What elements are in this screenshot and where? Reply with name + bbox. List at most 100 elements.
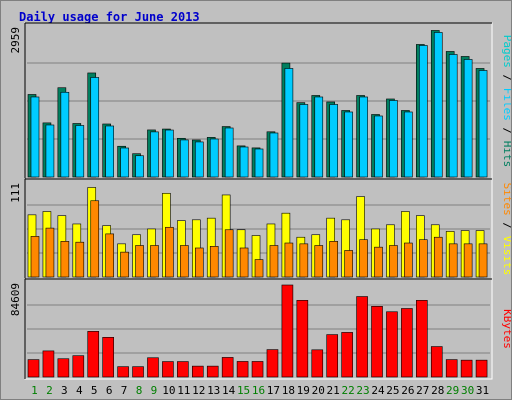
- sites-bar: [60, 241, 70, 278]
- files-bar: [224, 127, 234, 178]
- kbytes-bar: [311, 349, 324, 378]
- kbytes-bar: [221, 357, 234, 378]
- day-label: 1: [31, 384, 38, 397]
- sites-bar: [269, 245, 279, 278]
- day-label: 20: [312, 384, 325, 397]
- sites-bar: [404, 242, 413, 278]
- kbytes-bar: [341, 332, 353, 378]
- right-label-top-part: /: [501, 121, 511, 141]
- sites-bar: [135, 245, 144, 278]
- day-label: 23: [356, 384, 369, 397]
- day-label: 18: [282, 384, 295, 397]
- day-label: 31: [476, 384, 489, 397]
- sites-bar: [150, 245, 159, 278]
- kbytes-bar: [281, 284, 294, 378]
- right-label-top-part: Pages: [501, 35, 511, 68]
- sites-bar: [105, 233, 114, 278]
- kbytes-bar: [386, 311, 398, 378]
- kbytes-bar: [147, 357, 159, 378]
- kbytes-bar: [236, 361, 249, 378]
- files-bar: [75, 125, 85, 178]
- sites-bar: [224, 229, 234, 278]
- day-label: 12: [192, 384, 205, 397]
- sites-bar: [209, 246, 219, 278]
- day-label: 3: [61, 384, 68, 397]
- kbytes-bar: [206, 365, 219, 378]
- files-bar: [135, 155, 144, 178]
- day-label: 19: [297, 384, 310, 397]
- files-bar: [329, 104, 339, 178]
- sites-bar: [30, 236, 40, 278]
- sites-bar: [254, 259, 264, 278]
- kbytes-bar: [191, 365, 204, 378]
- day-label: 22: [341, 384, 354, 397]
- sites-bar: [433, 236, 443, 278]
- right-label-middle-part: Sites: [501, 183, 511, 216]
- files-bar: [254, 148, 264, 178]
- sites-bar: [180, 245, 189, 278]
- kbytes-bar: [162, 361, 174, 378]
- sites-bar: [120, 251, 129, 278]
- day-label: 2: [46, 384, 53, 397]
- files-bar: [374, 115, 383, 178]
- files-bar: [299, 104, 309, 178]
- kbytes-bar: [132, 366, 144, 378]
- right-label-top-part: Hits: [501, 141, 511, 168]
- kbytes-bar: [266, 349, 279, 378]
- right-label-middle-part: /: [501, 216, 511, 236]
- files-bar: [448, 54, 458, 178]
- files-bar: [60, 91, 70, 178]
- right-label-top: Pages / Files / Hits: [501, 35, 511, 168]
- kbytes-bar: [356, 296, 368, 378]
- sites-bar: [314, 245, 324, 278]
- day-label: 25: [386, 384, 399, 397]
- files-bar: [105, 125, 114, 178]
- right-label-middle: Sites / Visits: [501, 183, 511, 276]
- files-bar: [239, 146, 249, 178]
- files-bar: [463, 59, 473, 178]
- day-label: 29: [446, 384, 459, 397]
- kbytes-bar: [401, 308, 413, 378]
- files-bar: [404, 111, 413, 178]
- sites-bar: [90, 200, 100, 278]
- files-bar: [419, 45, 428, 178]
- right-label-bottom: KBytes: [501, 309, 511, 349]
- kbytes-bar: [27, 359, 40, 378]
- kbytes-bar: [102, 337, 114, 378]
- files-bar: [284, 68, 294, 178]
- day-label: 14: [222, 384, 236, 397]
- sites-bar: [299, 243, 309, 278]
- day-label: 9: [151, 384, 158, 397]
- right-label-top-part: Files: [501, 88, 511, 121]
- day-label: 7: [121, 384, 128, 397]
- kbytes-bar: [445, 359, 458, 378]
- kbytes-bar: [475, 359, 488, 378]
- kbytes-bar: [57, 358, 70, 378]
- day-label: 24: [371, 384, 385, 397]
- day-label: 15: [237, 384, 250, 397]
- files-bar: [194, 141, 204, 178]
- files-bar: [389, 100, 398, 178]
- kbytes-bar: [251, 361, 264, 378]
- sites-bar: [419, 239, 428, 278]
- kbytes-bar: [87, 331, 100, 378]
- day-label: 21: [327, 384, 340, 397]
- files-bar: [359, 96, 368, 178]
- day-label: 17: [267, 384, 280, 397]
- kbytes-bar: [117, 366, 129, 378]
- right-label-bottom-part: KBytes: [501, 309, 511, 349]
- day-label: 28: [431, 384, 444, 397]
- files-bar: [90, 77, 100, 178]
- sites-bar: [329, 241, 339, 278]
- y-max-label: 2959: [9, 27, 22, 54]
- files-bar: [120, 147, 129, 178]
- right-label-top-part: /: [501, 68, 511, 88]
- sites-bar: [344, 250, 353, 278]
- kbytes-bar: [460, 359, 473, 378]
- files-bar: [165, 129, 174, 178]
- sites-bar: [284, 242, 294, 278]
- sites-bar: [75, 241, 85, 278]
- kbytes-bar: [430, 346, 443, 378]
- day-label: 4: [76, 384, 83, 397]
